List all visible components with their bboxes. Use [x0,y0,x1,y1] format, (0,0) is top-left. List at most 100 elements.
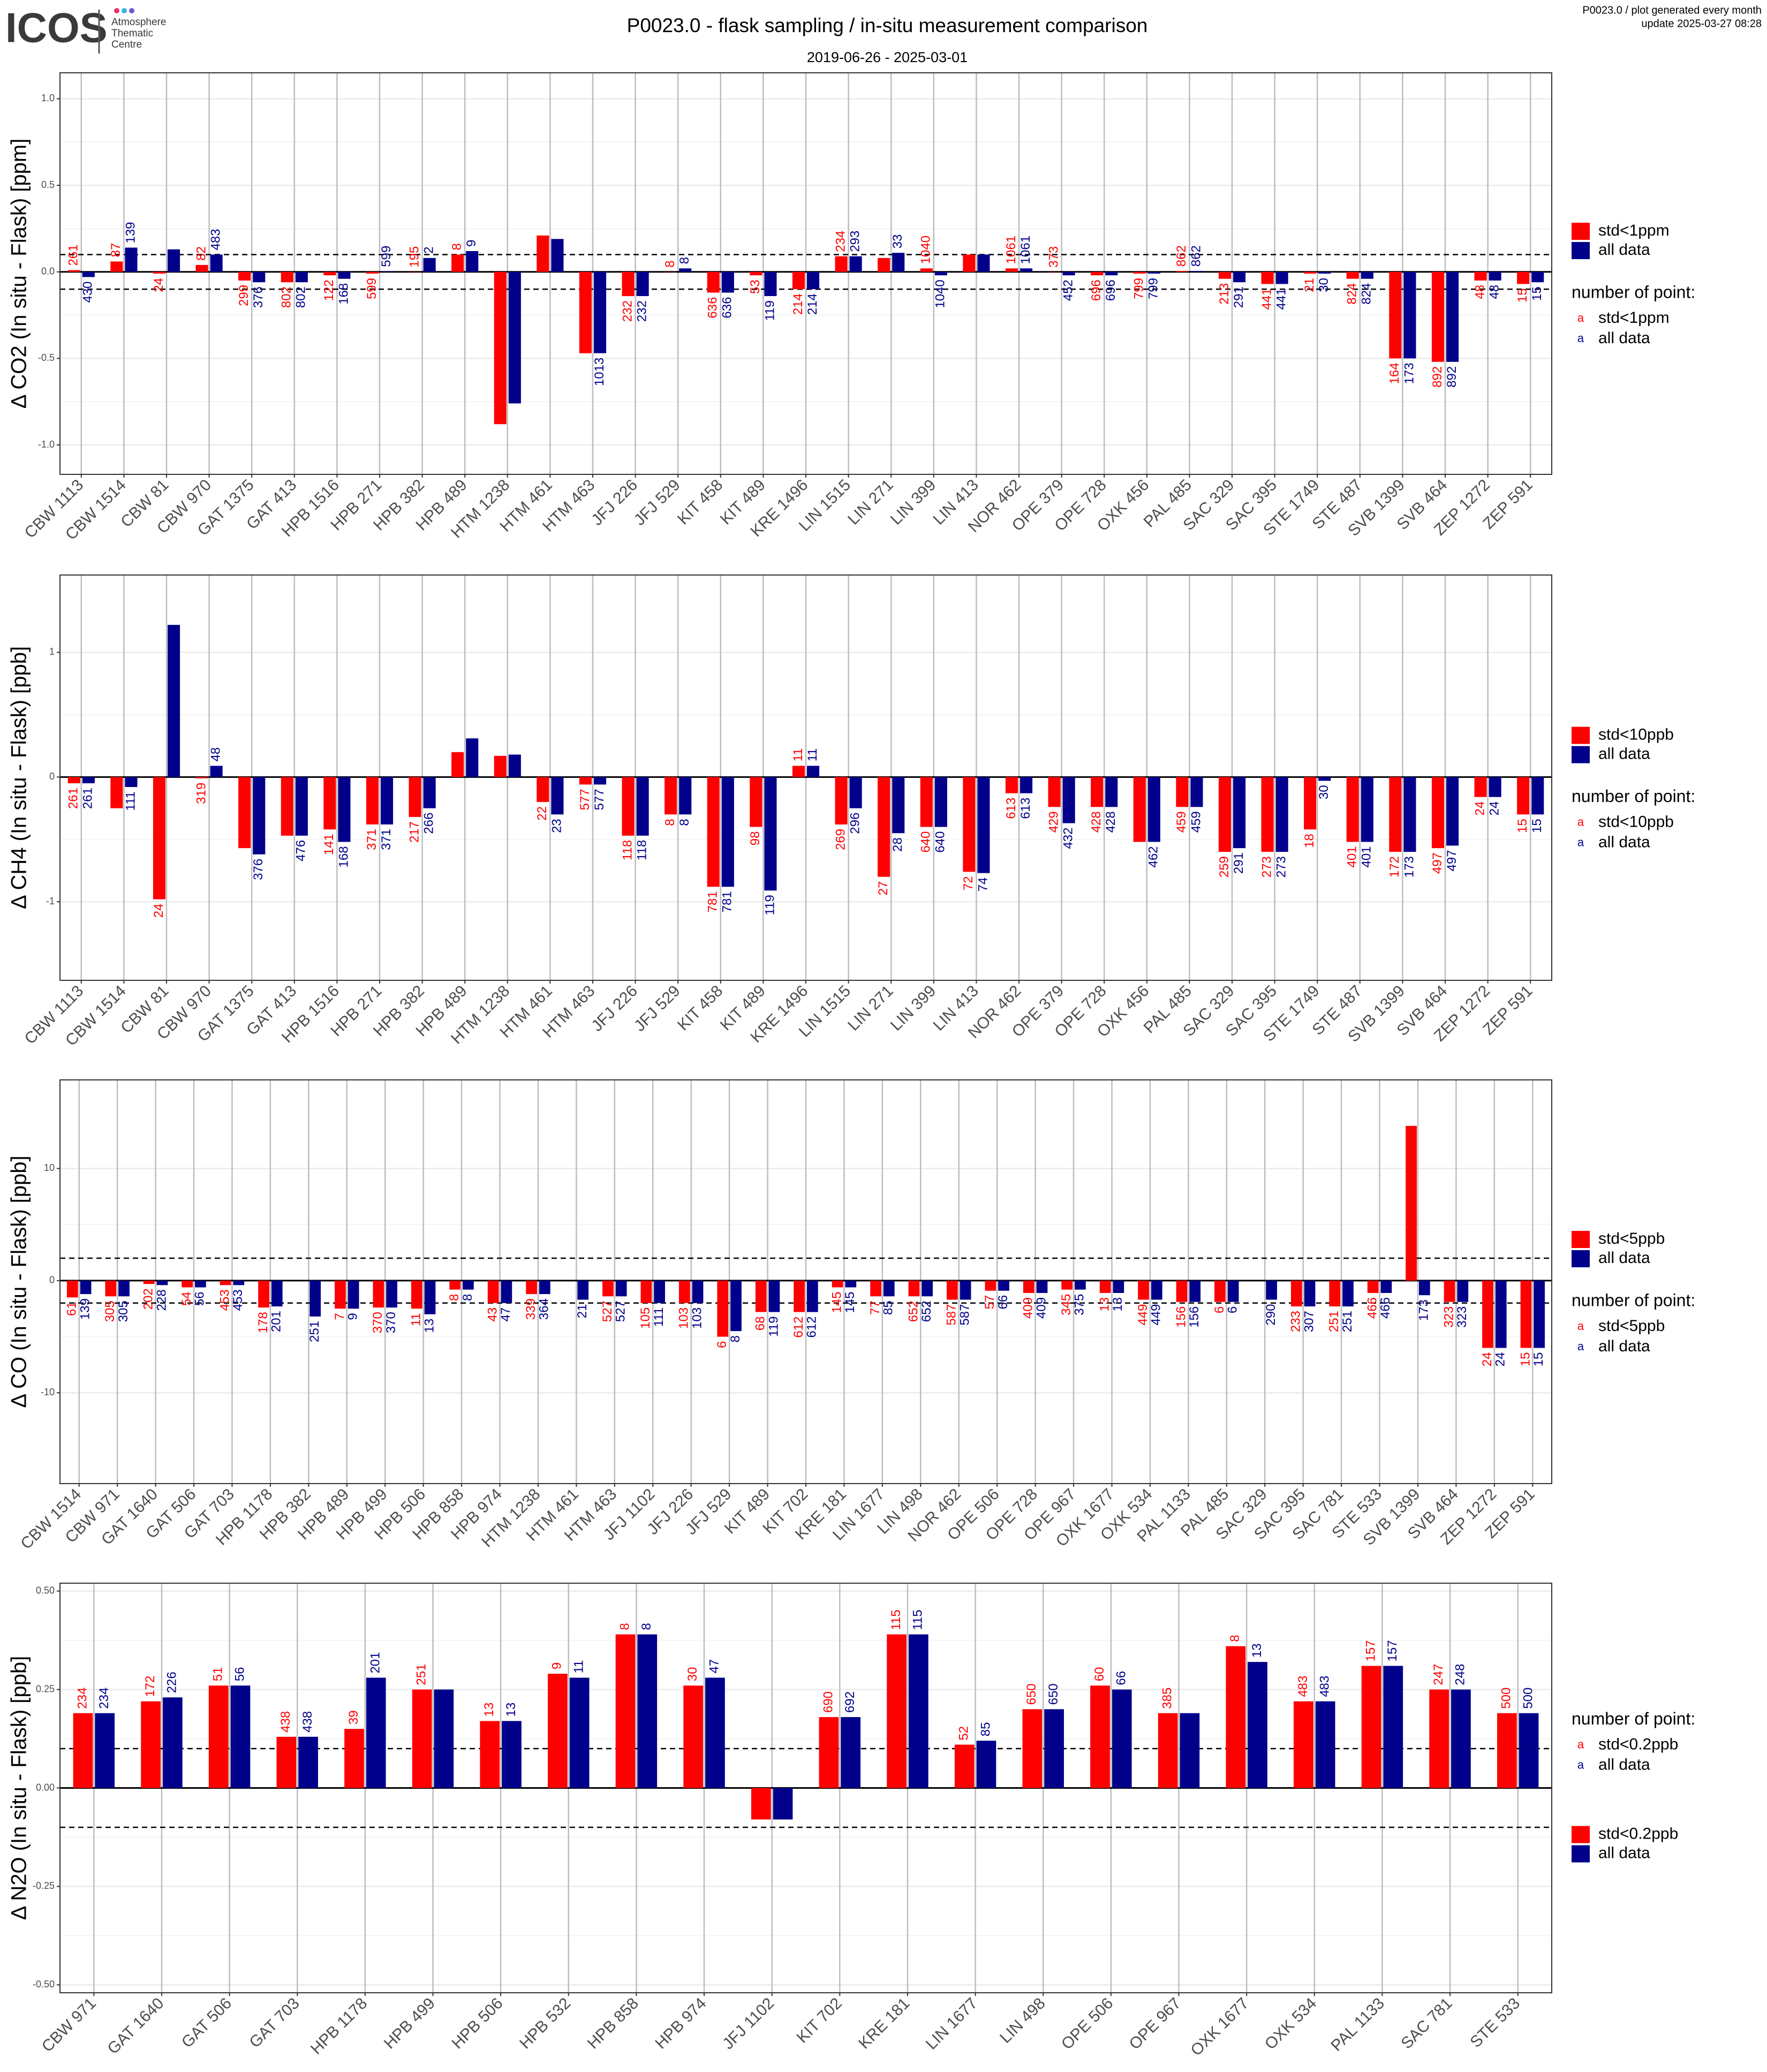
bar [1534,1280,1545,1348]
count-label: 54 [179,1291,194,1306]
bar [678,1280,690,1303]
bar [705,1677,725,1788]
x-tick-label: HPB 499 [381,1994,439,2052]
count-label: 8 [447,1294,462,1301]
count-label: 195 [407,246,421,268]
count-label: 248 [1453,1664,1468,1685]
count-label: 232 [620,300,635,322]
bar [1227,1280,1239,1302]
bar [768,1280,780,1312]
bar [409,271,421,273]
bar [348,1280,359,1309]
bar [1431,777,1444,849]
y-tick-label: 0.50 [36,1585,55,1595]
count-label: 438 [278,1711,293,1733]
count-label: 217 [407,821,421,843]
bar [195,777,208,778]
count-label: 234 [833,231,848,252]
count-label: 226 [165,1672,179,1693]
legend-key [1572,1826,1590,1843]
bar [480,1721,500,1788]
bar [1176,271,1189,272]
count-label: 173 [1402,856,1416,878]
count-label: 13 [504,1703,518,1717]
x-tick-label: LIN 399 [887,476,940,528]
x-tick-label: LIN 271 [844,982,897,1034]
bar [1022,1709,1043,1788]
count-label: 118 [635,840,649,860]
bar [1361,1666,1381,1788]
y-tick-label: 1.0 [41,93,55,103]
count-label: 13 [1111,1297,1125,1312]
bar [1226,1646,1246,1788]
bar [721,777,734,887]
y-tick-label: -0.25 [33,1880,55,1891]
count-label: 799 [1146,278,1161,299]
bar [594,271,607,353]
bar [1519,1713,1539,1788]
bar [258,1280,269,1308]
bar [508,754,521,777]
count-label: 119 [762,300,777,321]
count-label: 43 [485,1307,500,1322]
bar [508,271,521,404]
count-label: 156 [1174,1306,1188,1328]
count-label: 612 [805,1317,819,1338]
logo-sub: Centre [111,39,142,50]
legend-label: std<10ppb [1598,725,1674,743]
count-label: 15 [1515,288,1530,303]
count-label: 11 [791,748,805,761]
bar [622,777,635,836]
bar [125,247,138,272]
bar [1451,1689,1471,1788]
count-label: 430 [81,281,95,303]
bar [878,777,890,877]
bar [664,271,677,273]
bar [835,256,848,272]
bar [1020,268,1033,272]
bar [1495,1280,1507,1348]
bar [1147,777,1160,842]
bar [1389,271,1402,359]
count-label: 15 [1515,819,1530,833]
count-label: 105 [638,1307,653,1329]
legend-point-key: a [1577,1319,1584,1333]
count-label: 483 [1317,1676,1332,1697]
bar [168,625,180,777]
bar [1531,271,1544,283]
bar [366,777,379,825]
count-label: 6 [1212,1306,1227,1313]
x-tick-label: GAT 703 [246,1994,303,2051]
bar [551,777,564,815]
bar [110,777,123,808]
count-label: 214 [805,293,820,315]
count-label: 409 [1034,1297,1048,1319]
bar [338,777,351,842]
count-label: 269 [833,829,848,850]
bar [637,1634,658,1788]
legend-label: all data [1598,241,1650,259]
bar [692,1280,704,1303]
y-axis-label: Δ N2O (In situ - Flask) [ppb] [7,1656,31,1920]
x-tick-label: JFJ 529 [631,982,684,1035]
legend-title: number of point: [1572,1709,1695,1728]
bar [707,777,720,887]
count-label: 2 [421,247,436,254]
x-tick-label: OXK 1677 [1187,1994,1252,2059]
bar [366,1677,386,1788]
count-label: 33 [890,235,905,249]
bar [920,268,933,272]
count-label: 371 [379,829,394,850]
count-label: 261 [66,244,81,266]
x-tick-label: JFJ 529 [631,476,684,529]
legend-title: number of point: [1572,787,1695,806]
x-tick-label: KIT 458 [674,982,726,1034]
bar [434,1689,454,1788]
count-label: 266 [421,813,436,834]
bar [338,271,351,279]
bar [1329,1280,1341,1307]
count-label: 234 [75,1688,89,1709]
bar [764,777,777,891]
bar [1176,777,1189,807]
bar [463,1280,474,1290]
